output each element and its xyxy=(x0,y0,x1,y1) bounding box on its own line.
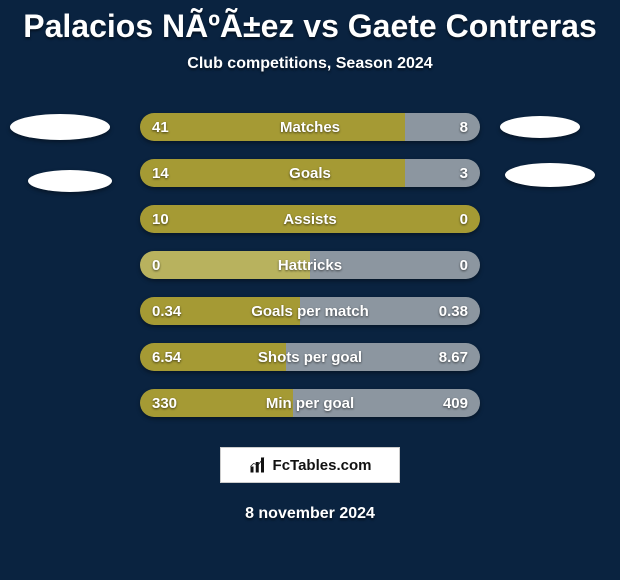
stat-rows: 418Matches 143Goals 100Assists 00Hattricks 0… xyxy=(0,113,620,417)
brand-badge: FcTables.com xyxy=(220,447,400,483)
footer-date: 8 november 2024 xyxy=(0,505,620,523)
stat-label: Goals xyxy=(140,159,480,187)
brand-text: FcTables.com xyxy=(273,457,372,474)
stat-row: 100Assists xyxy=(0,205,620,233)
player-ellipse-right xyxy=(505,163,595,187)
stat-label: Min per goal xyxy=(140,389,480,417)
stat-label: Matches xyxy=(140,113,480,141)
stat-row: 0.340.38Goals per match xyxy=(0,297,620,325)
stat-row: 6.548.67Shots per goal xyxy=(0,343,620,371)
stat-label: Hattricks xyxy=(140,251,480,279)
bar-chart-icon xyxy=(249,456,267,474)
stat-label: Shots per goal xyxy=(140,343,480,371)
stat-label: Assists xyxy=(140,205,480,233)
player-ellipse-left xyxy=(10,114,110,140)
stat-row: 00Hattricks xyxy=(0,251,620,279)
stat-row: 143Goals xyxy=(0,159,620,187)
player-ellipse-left xyxy=(28,170,112,192)
stat-row: 418Matches xyxy=(0,113,620,141)
player-ellipse-right xyxy=(500,116,580,138)
comparison-infographic: Palacios NÃºÃ±ez vs Gaete Contreras Club… xyxy=(0,0,620,523)
page-title: Palacios NÃºÃ±ez vs Gaete Contreras xyxy=(0,8,620,45)
page-subtitle: Club competitions, Season 2024 xyxy=(0,55,620,73)
stat-label: Goals per match xyxy=(140,297,480,325)
stat-row: 330409Min per goal xyxy=(0,389,620,417)
